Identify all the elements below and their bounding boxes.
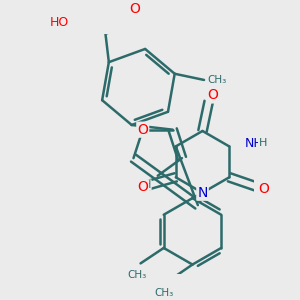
Text: H: H bbox=[256, 140, 265, 150]
Text: H: H bbox=[259, 138, 267, 148]
Text: O: O bbox=[259, 182, 269, 196]
Text: HO: HO bbox=[50, 16, 70, 29]
Text: O: O bbox=[130, 2, 140, 16]
Text: O: O bbox=[137, 123, 148, 137]
Text: CH₃: CH₃ bbox=[154, 288, 173, 298]
Text: NH: NH bbox=[245, 137, 263, 150]
Text: O: O bbox=[137, 180, 148, 194]
Text: H: H bbox=[143, 180, 151, 190]
Text: CH₃: CH₃ bbox=[207, 75, 226, 85]
Text: O: O bbox=[207, 88, 218, 103]
Text: NH: NH bbox=[243, 136, 262, 149]
Text: N: N bbox=[197, 186, 208, 200]
Text: CH₃: CH₃ bbox=[127, 270, 146, 280]
